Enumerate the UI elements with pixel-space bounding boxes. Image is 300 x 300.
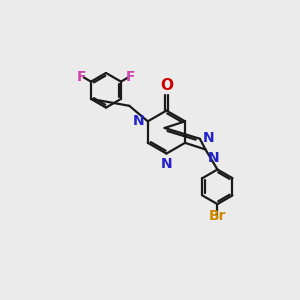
Text: N: N — [133, 114, 145, 128]
Text: N: N — [160, 157, 172, 171]
Text: F: F — [77, 70, 86, 84]
Text: N: N — [208, 151, 219, 165]
Text: O: O — [160, 78, 173, 93]
Text: N: N — [203, 131, 214, 145]
Text: Br: Br — [209, 209, 226, 223]
Text: F: F — [126, 70, 135, 84]
